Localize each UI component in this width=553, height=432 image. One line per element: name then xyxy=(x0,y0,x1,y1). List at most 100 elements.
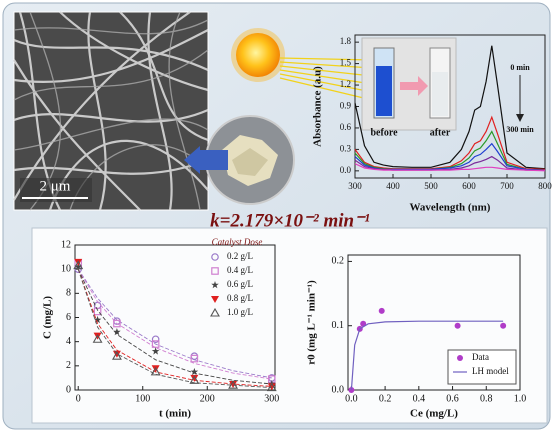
series-line xyxy=(354,130,546,171)
y-tick-label: 0.6 xyxy=(340,122,352,132)
series-line xyxy=(354,115,546,170)
x-tick-label: 0.6 xyxy=(446,393,459,404)
data-point xyxy=(151,347,160,355)
legend-label: LH model xyxy=(472,366,509,376)
data-point xyxy=(229,380,238,388)
data-point xyxy=(500,322,507,329)
x-tick-label: 300 xyxy=(264,393,279,404)
x-tick-label: 200 xyxy=(200,393,215,404)
x-tick-label: 600 xyxy=(462,181,476,191)
data-point xyxy=(190,374,199,382)
bottom-panel xyxy=(31,227,548,424)
x-tick-label: 0 xyxy=(76,393,81,404)
series-line xyxy=(354,45,546,170)
fit-line xyxy=(77,269,272,385)
y-tick-label: 0.0 xyxy=(332,384,345,395)
data-point xyxy=(113,319,121,328)
y-tick-label: 1.8 xyxy=(340,36,352,46)
y-tick-label: 12 xyxy=(61,239,71,250)
data-point xyxy=(189,375,200,384)
series-line xyxy=(354,155,545,171)
y-tick-label: 0.0 xyxy=(340,165,352,175)
y-tick-label: 0.1 xyxy=(332,320,345,331)
y-tick-label: 2 xyxy=(66,360,71,371)
data-point xyxy=(190,367,199,376)
data-point xyxy=(348,387,355,393)
annotation: 300 min xyxy=(506,125,534,134)
annotation-arrowhead xyxy=(516,114,524,122)
x-axis-label: Ce (mg/L) xyxy=(410,408,458,420)
data-point xyxy=(228,380,239,389)
data-point xyxy=(92,334,103,343)
data-point xyxy=(112,350,121,358)
legend-marker xyxy=(211,281,219,289)
y-tick-label: 0.2 xyxy=(332,256,345,267)
fit-line xyxy=(77,269,272,389)
scale-bar-label: 2 μm xyxy=(40,178,71,194)
series-line xyxy=(350,320,504,391)
x-tick-label: 0.2 xyxy=(379,393,392,404)
y-tick-label: 8 xyxy=(66,288,71,299)
cuvette-photo xyxy=(361,37,457,131)
cuvette-label: before xyxy=(370,127,398,138)
legend-label: 1.0 g/L xyxy=(227,307,253,317)
x-tick-label: 0.4 xyxy=(413,393,426,404)
y-tick-label: 1.2 xyxy=(340,79,351,89)
legend-marker xyxy=(210,307,220,317)
x-tick-label: 1.0 xyxy=(514,393,527,404)
x-tick-label: 500 xyxy=(424,181,438,191)
y-tick-label: 1.5 xyxy=(340,58,352,68)
data-point xyxy=(378,307,385,314)
sun xyxy=(231,28,373,101)
y-tick-label: 0.9 xyxy=(340,101,352,111)
legend-marker xyxy=(211,296,219,303)
legend-marker xyxy=(457,355,463,361)
sem-image: 2 μm xyxy=(13,11,209,211)
data-point xyxy=(151,335,160,344)
plot-frame xyxy=(347,254,521,391)
fit-line xyxy=(77,268,272,380)
y-axis-label: Absorbance (a.u) xyxy=(312,66,324,147)
data-point xyxy=(93,315,102,324)
series-line xyxy=(354,163,546,172)
y-tick-label: 4 xyxy=(66,336,71,347)
x-tick-label: 400 xyxy=(386,181,400,191)
data-point xyxy=(267,383,276,391)
legend-label: 0.8 g/L xyxy=(227,293,253,303)
legend-marker xyxy=(211,253,219,261)
x-axis-label: Wavelength (nm) xyxy=(410,202,491,214)
data-point xyxy=(151,340,160,348)
legend-label: 0.6 g/L xyxy=(227,279,253,289)
legend-marker xyxy=(211,267,219,275)
x-tick-label: 0.0 xyxy=(345,393,358,404)
annotation: 0 min xyxy=(510,63,530,72)
legend-label: 0.2 g/L xyxy=(227,251,253,261)
fit-line xyxy=(77,268,272,379)
legend-label: 0.4 g/L xyxy=(227,265,253,275)
x-tick-label: 100 xyxy=(135,393,150,404)
data-point xyxy=(93,307,102,316)
catalyst-photo xyxy=(184,115,295,205)
y-tick-label: 0 xyxy=(66,384,71,395)
data-point xyxy=(454,322,461,329)
data-point xyxy=(113,328,121,336)
cuvette-label: after xyxy=(430,127,451,138)
rate-constant: k=2.179×10⁻² min⁻¹ xyxy=(210,210,370,231)
y-tick-label: 0.3 xyxy=(340,143,352,153)
data-point xyxy=(150,366,161,376)
x-tick-label: 300 xyxy=(348,181,362,191)
y-axis-label: r0 (mg L⁻¹ min⁻¹) xyxy=(306,280,318,365)
data-point xyxy=(111,351,122,360)
x-tick-label: 800 xyxy=(538,181,552,191)
data-point xyxy=(74,262,82,270)
data-point xyxy=(266,382,277,392)
legend-label: Data xyxy=(472,352,489,362)
legend-title: Catalyst Dose xyxy=(212,237,263,247)
data-point xyxy=(190,354,199,363)
x-tick-label: 700 xyxy=(500,181,514,191)
x-tick-label: 0.8 xyxy=(480,393,493,404)
data-point xyxy=(73,260,84,270)
y-tick-label: 6 xyxy=(66,312,71,323)
x-axis-label: t (min) xyxy=(159,408,191,420)
